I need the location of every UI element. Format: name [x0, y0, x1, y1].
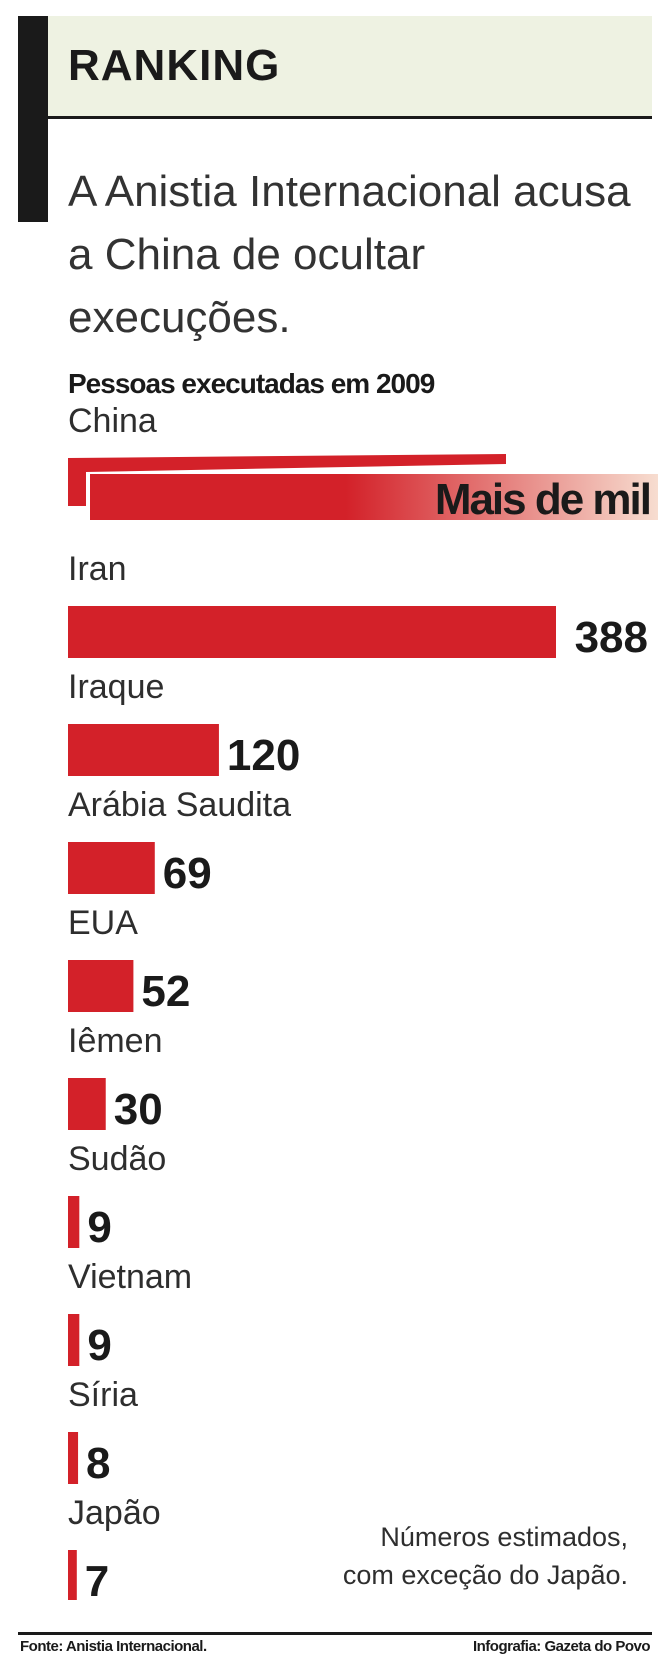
bar	[68, 454, 506, 506]
category-label: China	[68, 402, 157, 440]
source-credit: Fonte: Anistia Internacional.	[20, 1638, 207, 1655]
category-label: Iêmen	[68, 1022, 163, 1060]
bar	[90, 474, 658, 520]
header-divider	[48, 116, 652, 119]
accent-bar	[18, 16, 48, 222]
data-label: 52	[141, 967, 190, 1016]
data-label: Mais de mil	[435, 475, 650, 524]
category-label: EUA	[68, 904, 138, 942]
footnote-line-1: Números estimados,	[380, 1522, 628, 1552]
bar	[68, 842, 155, 894]
infographic-credit: Infografia: Gazeta do Povo	[472, 1638, 651, 1655]
category-label: Japão	[68, 1494, 161, 1532]
lead-text: A Anistia Internacional acusa a China de…	[68, 167, 631, 342]
bar	[68, 606, 556, 658]
bar	[68, 1196, 80, 1248]
footnote: Números estimados, com exceção do Japão.	[343, 1518, 628, 1594]
bar	[68, 1314, 80, 1366]
chart-title: Pessoas executadas em 2009	[68, 368, 435, 399]
category-label: Iraque	[68, 668, 164, 706]
data-label: 388	[575, 613, 648, 662]
bar	[68, 1078, 106, 1130]
category-label: Síria	[68, 1376, 138, 1414]
bar-chart: China Mais de mil Iran 388 Iraque 120 Arábia S…	[68, 402, 658, 1600]
bar	[68, 960, 134, 1012]
data-label: 30	[114, 1085, 163, 1134]
category-label: Iran	[68, 550, 127, 588]
data-label: 9	[87, 1203, 111, 1252]
footer-divider	[18, 1632, 652, 1635]
bar	[68, 1550, 77, 1600]
page-title: RANKING	[68, 41, 281, 90]
category-label: Vietnam	[68, 1258, 192, 1296]
data-label: 7	[85, 1557, 109, 1600]
footnote-line-2: com exceção do Japão.	[342, 1560, 628, 1590]
header-band	[48, 16, 652, 116]
data-label: 9	[87, 1321, 111, 1370]
data-label: 69	[163, 849, 212, 898]
category-label: Arábia Saudita	[68, 786, 291, 824]
data-label: 8	[86, 1439, 110, 1488]
bar	[68, 1432, 79, 1484]
bar	[68, 724, 219, 776]
category-label: Sudão	[68, 1140, 166, 1178]
data-label: 120	[227, 731, 300, 780]
